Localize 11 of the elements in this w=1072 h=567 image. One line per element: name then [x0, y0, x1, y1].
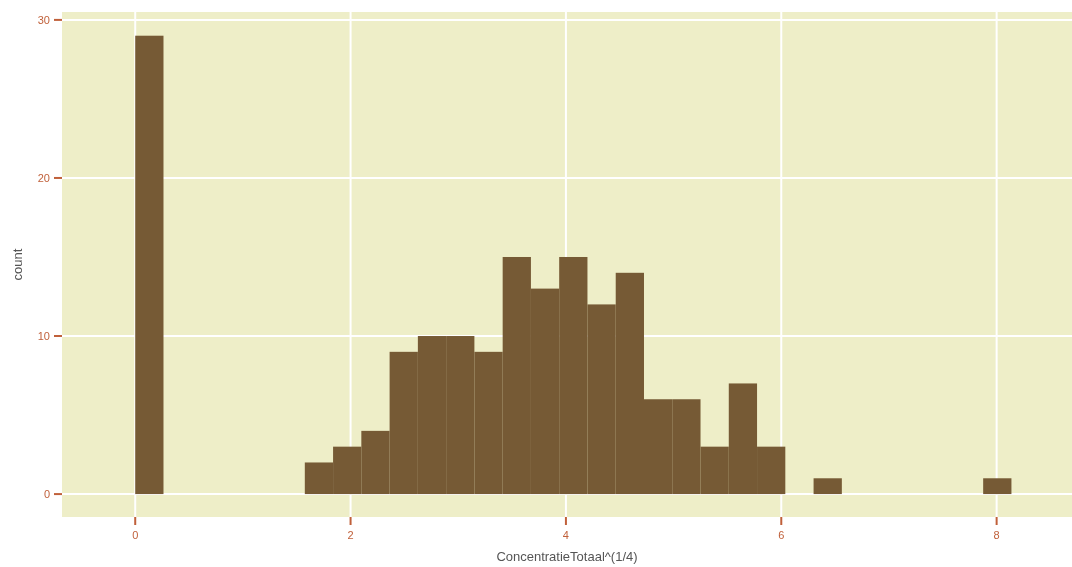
- x-tick-label: 6: [778, 529, 785, 541]
- y-tick-label: 10: [37, 329, 50, 342]
- y-tick-label: 30: [37, 13, 50, 26]
- x-tick-label: 2: [347, 529, 354, 541]
- x-tick-label: 0: [132, 529, 139, 541]
- y-tick-label: 20: [37, 171, 50, 184]
- y-tick-label: 0: [43, 487, 50, 500]
- y-axis-title: count: [10, 248, 25, 281]
- x-tick-label: 4: [562, 529, 569, 541]
- x-tick-label: 8: [993, 529, 1000, 541]
- x-axis-title: ConcentratieTotaal^(1/4): [496, 549, 638, 564]
